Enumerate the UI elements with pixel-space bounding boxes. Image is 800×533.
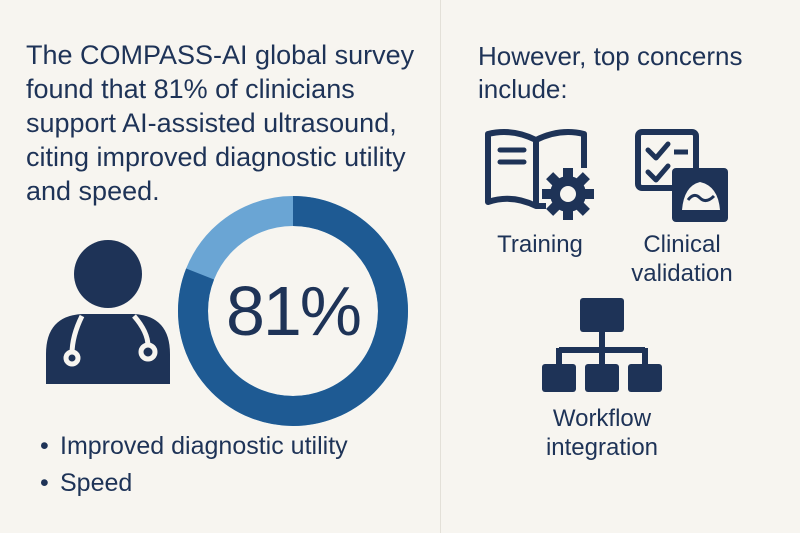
clinician-icon	[46, 240, 170, 384]
concern-label-clinical-validation: Clinical validation	[631, 231, 733, 287]
benefit-label: Speed	[60, 469, 133, 497]
benefit-item: • Improved diagnostic utility	[40, 428, 348, 465]
concern-label-training: Training	[497, 231, 583, 258]
concern-label-workflow-integration: Workflow integration	[545, 405, 659, 461]
benefit-label: Improved diagnostic utility	[60, 432, 348, 460]
donut-support-arc	[178, 196, 408, 426]
survey-headline: The COMPASS-AI global survey found that …	[26, 40, 415, 206]
bullet-mark: •	[40, 432, 49, 460]
support-donut	[178, 196, 408, 426]
benefit-list: • Improved diagnostic utility • Speed	[40, 428, 348, 502]
book-gear-icon	[485, 129, 594, 220]
benefit-item: • Speed	[40, 465, 348, 502]
concerns-heading: However, top concerns include:	[478, 41, 743, 104]
support-percentage: 81%	[225, 272, 362, 350]
checklist-ultrasound-icon	[635, 129, 728, 222]
column-divider	[440, 0, 441, 533]
workflow-hierarchy-icon	[542, 298, 662, 392]
bullet-mark: •	[40, 469, 49, 497]
